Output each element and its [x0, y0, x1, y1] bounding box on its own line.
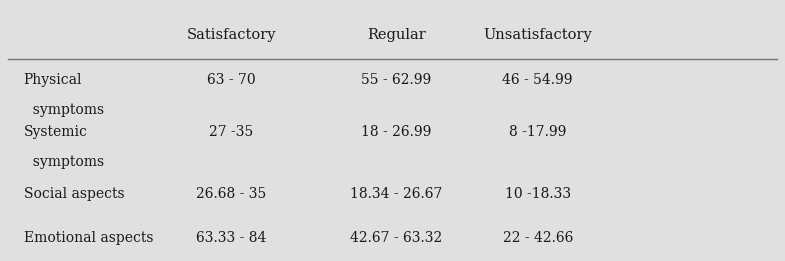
Text: Social aspects: Social aspects: [24, 187, 124, 201]
Text: Satisfactory: Satisfactory: [187, 28, 276, 42]
Text: Unsatisfactory: Unsatisfactory: [484, 28, 592, 42]
Text: 22 - 42.66: 22 - 42.66: [502, 230, 573, 245]
Text: 63.33 - 84: 63.33 - 84: [196, 230, 267, 245]
Text: 8 -17.99: 8 -17.99: [509, 126, 567, 139]
Text: Emotional aspects: Emotional aspects: [24, 230, 153, 245]
Text: symptoms: symptoms: [24, 103, 104, 117]
Text: 18.34 - 26.67: 18.34 - 26.67: [350, 187, 443, 201]
Text: Regular: Regular: [367, 28, 425, 42]
Text: 27 -35: 27 -35: [210, 126, 254, 139]
Text: symptoms: symptoms: [24, 156, 104, 169]
Text: 55 - 62.99: 55 - 62.99: [361, 73, 432, 87]
Text: 46 - 54.99: 46 - 54.99: [502, 73, 573, 87]
Text: 26.68 - 35: 26.68 - 35: [196, 187, 267, 201]
Text: 18 - 26.99: 18 - 26.99: [361, 126, 432, 139]
Text: Systemic: Systemic: [24, 126, 87, 139]
Text: 42.67 - 63.32: 42.67 - 63.32: [350, 230, 443, 245]
Text: 10 -18.33: 10 -18.33: [505, 187, 571, 201]
Text: 63 - 70: 63 - 70: [207, 73, 256, 87]
Text: Physical: Physical: [24, 73, 82, 87]
